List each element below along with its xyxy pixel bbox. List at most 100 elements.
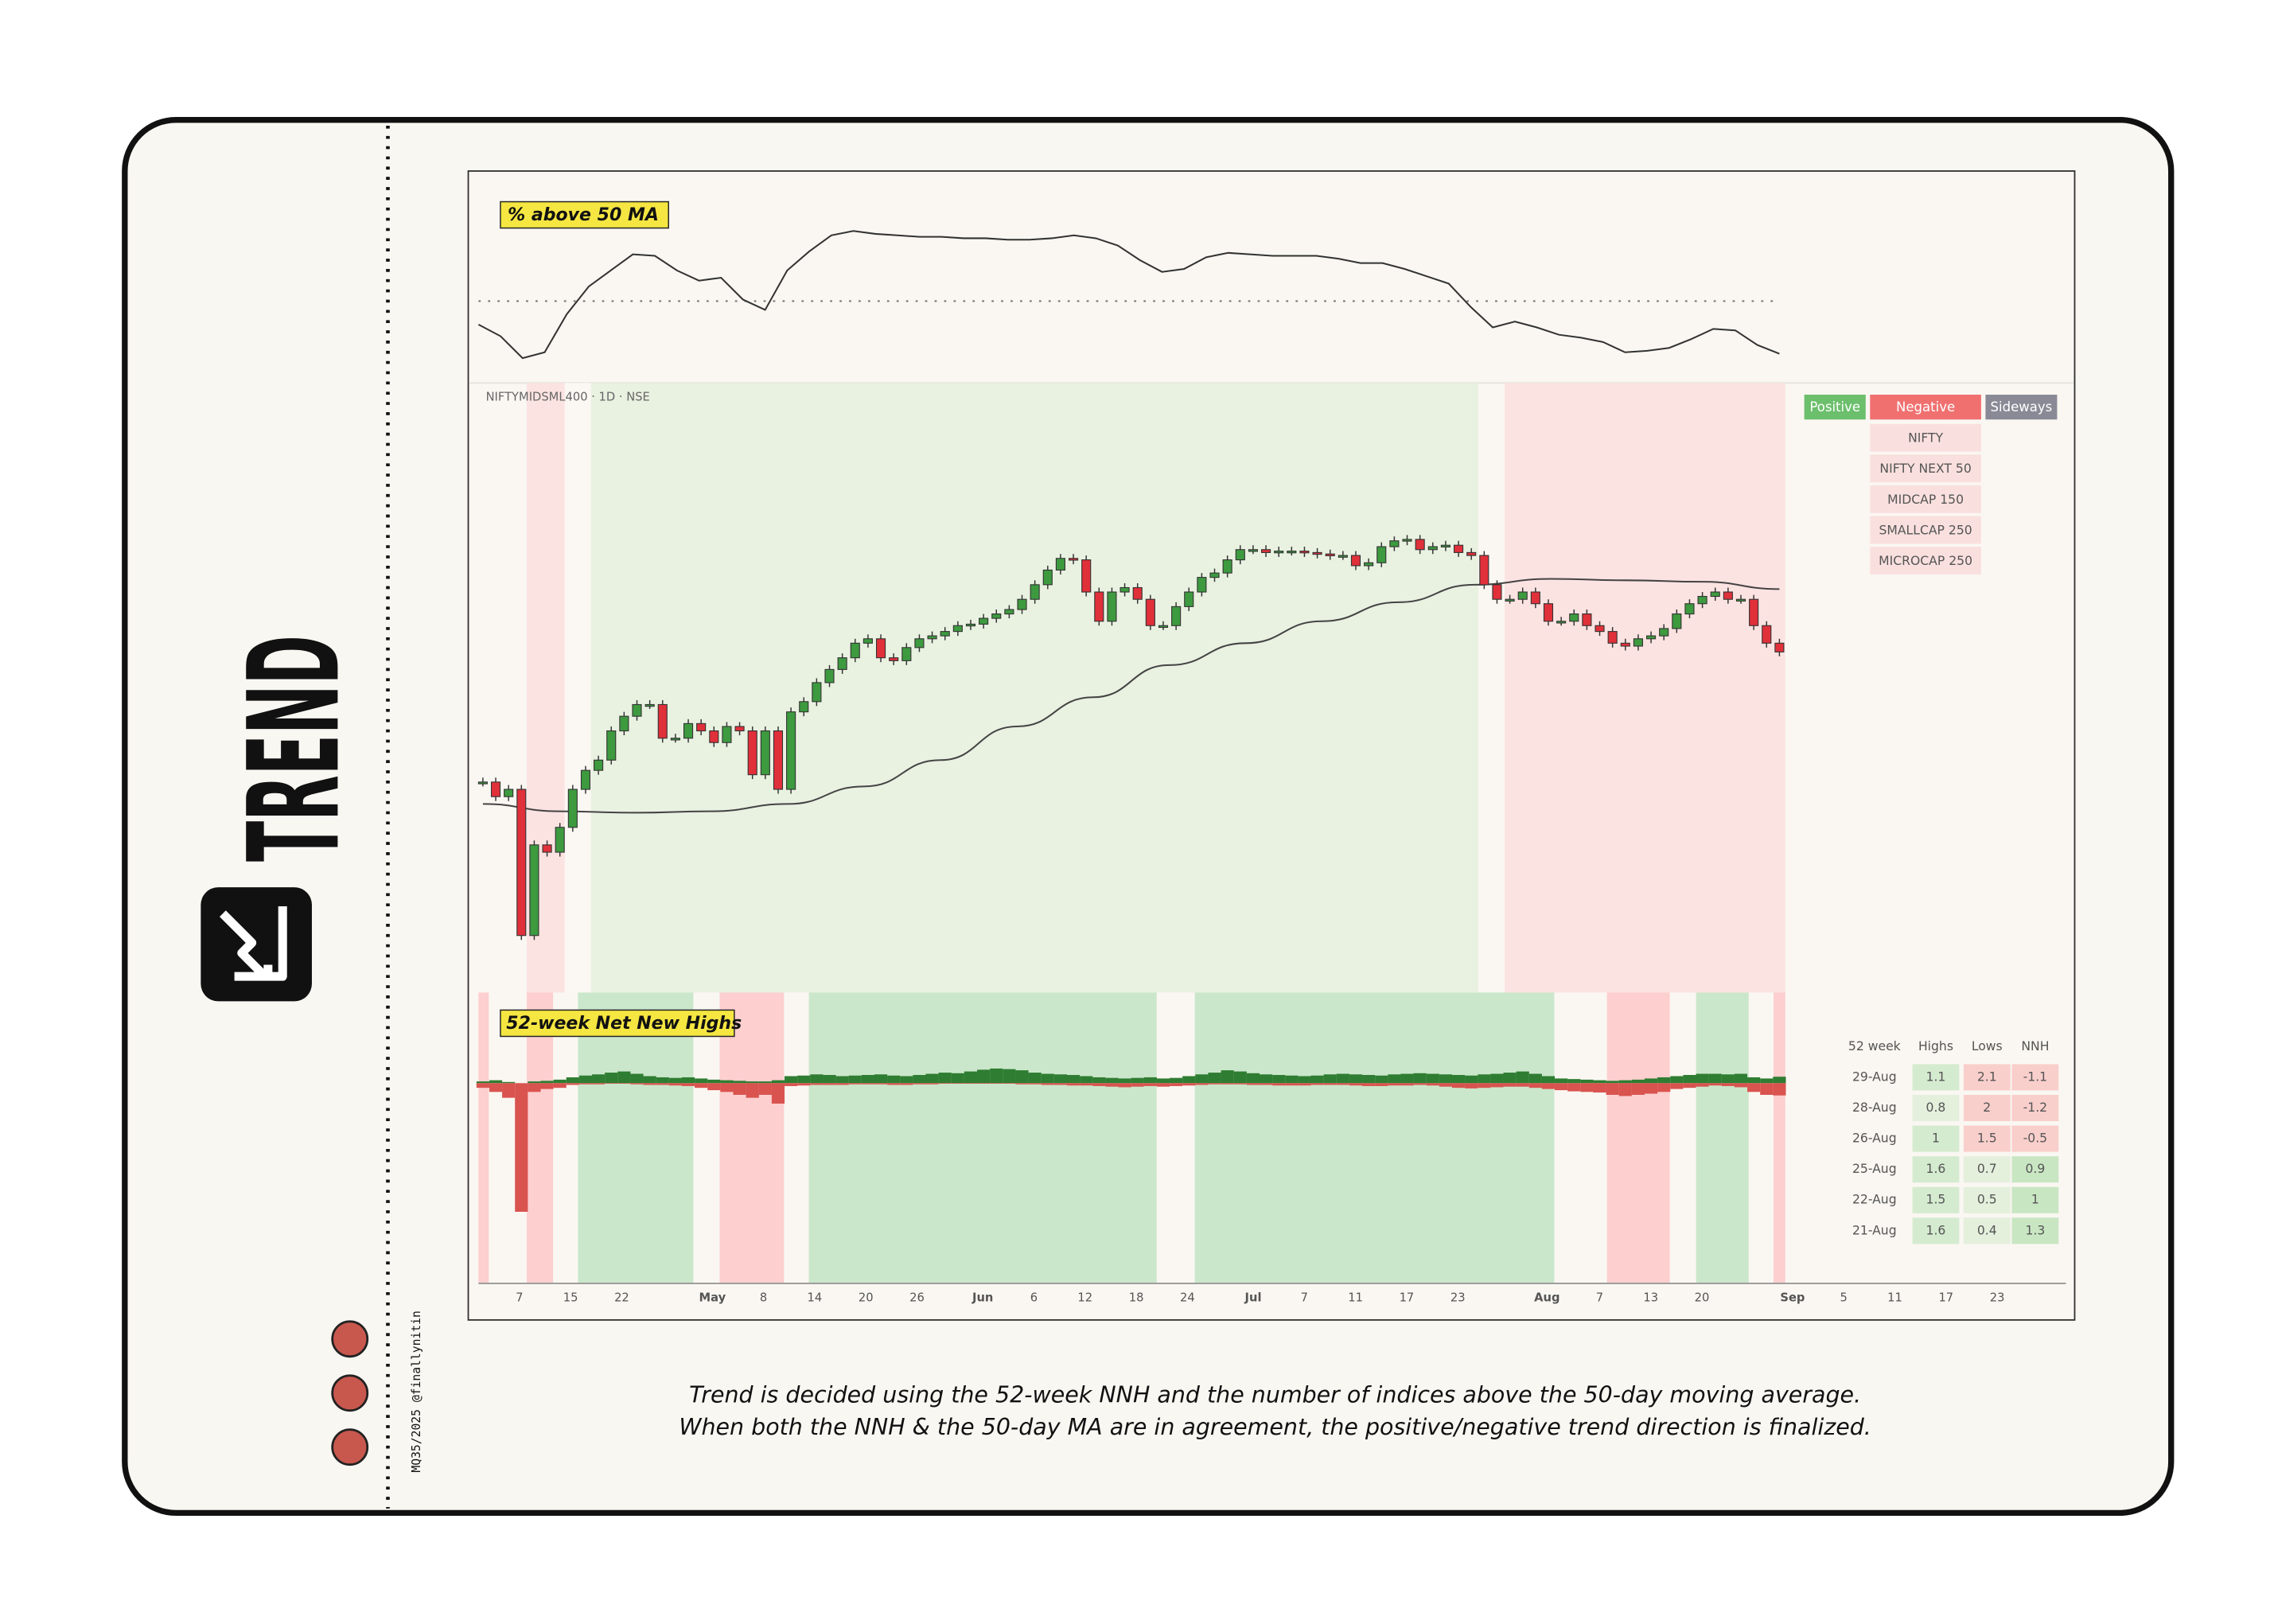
low-bar [1323,1083,1337,1085]
x-tick-label: 20 [1695,1291,1710,1304]
low-bar [835,1083,849,1085]
low-bar [1156,1083,1170,1087]
high-bar [1721,1074,1735,1084]
negative-band [527,992,554,1283]
low-bar [951,1083,964,1085]
candle [901,647,912,661]
x-tick-label: 12 [1077,1291,1092,1304]
low-bar [1003,1083,1016,1085]
ma50-line [482,578,1780,814]
candle [875,638,886,659]
legend-label: Sideways [1991,399,2053,415]
candle [567,789,578,828]
low-bar [707,1083,721,1091]
candle [760,730,770,776]
candle [824,668,835,683]
candle [1197,577,1207,593]
table-cell [2011,1156,2059,1183]
high-bar [566,1077,579,1084]
candle [940,631,950,637]
x-tick-label: Aug [1534,1291,1559,1304]
high-bar [874,1074,888,1084]
high-bar [1567,1079,1581,1084]
table-header: Highs [1918,1039,1953,1053]
high-bar [1259,1074,1273,1084]
high-bar [1041,1073,1054,1084]
high-bar [617,1071,631,1084]
high-bar [720,1080,734,1084]
high-bar [1516,1071,1529,1084]
x-tick-label: 11 [1887,1291,1902,1304]
candle [1556,621,1567,624]
candle [1299,551,1310,554]
brand-icon [201,887,312,1002]
negative-band [478,992,489,1283]
low-bar [1439,1083,1453,1087]
candle [516,789,527,937]
x-tick-label: 20 [859,1291,874,1304]
candle [1081,559,1092,593]
table-text: 1.5 [1926,1193,1946,1207]
low-bar [1233,1083,1247,1085]
candle [1735,598,1746,602]
low-bar [1773,1083,1786,1096]
high-bar [1747,1077,1761,1084]
high-bar [771,1080,785,1084]
high-bar [1118,1078,1131,1084]
low-bar [1696,1083,1709,1087]
table-text: 28-Aug [1852,1100,1897,1115]
high-bar [1760,1078,1774,1084]
low-bar [1478,1083,1491,1089]
candle [580,769,591,790]
table-cell [2011,1217,2059,1244]
table-text: 25-Aug [1852,1162,1897,1176]
x-tick-label: 18 [1129,1291,1144,1304]
low-bar [900,1083,913,1085]
low-bar [1721,1083,1735,1086]
candle [1620,642,1630,647]
legend-chip [1804,395,1866,420]
candle [1684,603,1695,615]
table-text: 21-Aug [1852,1223,1897,1237]
table-cell [2011,1094,2059,1122]
high-bar [1644,1078,1658,1084]
high-bar [1696,1073,1709,1084]
table-cell [1912,1156,1960,1183]
low-bar [797,1083,811,1086]
low-bar [1066,1083,1081,1086]
candle [1723,591,1733,600]
table-text: 26-Aug [1852,1131,1897,1146]
low-bar [1657,1083,1671,1092]
high-bar [1773,1077,1786,1084]
high-bar [1233,1071,1247,1084]
x-tick-label: 22 [614,1291,629,1304]
low-bar [823,1083,836,1085]
candle [722,726,732,743]
table-cell [1963,1156,2011,1183]
candle [1017,598,1027,610]
table-cell [1963,1125,2011,1152]
candle [1312,551,1322,555]
candle [1068,558,1079,561]
low-bar [617,1083,631,1085]
candle [477,781,488,785]
candle [1184,591,1194,607]
candle [734,726,745,732]
low-bar [540,1083,554,1089]
low-bar [1221,1083,1234,1085]
high-bar [1503,1073,1517,1084]
low-bar [1503,1083,1517,1087]
high-bar [1028,1073,1042,1084]
index-label: MIDCAP 150 [1887,493,1964,507]
positive-band [1194,992,1555,1283]
table-text: -0.5 [2023,1131,2047,1146]
candle [965,623,976,627]
high-bar [528,1081,541,1084]
high-bar [1490,1073,1504,1084]
candle [1427,546,1438,551]
sideways-band [564,383,591,993]
high-bar [964,1071,978,1084]
table-cell [1963,1064,2011,1091]
legend-label: Negative [1896,399,1955,415]
